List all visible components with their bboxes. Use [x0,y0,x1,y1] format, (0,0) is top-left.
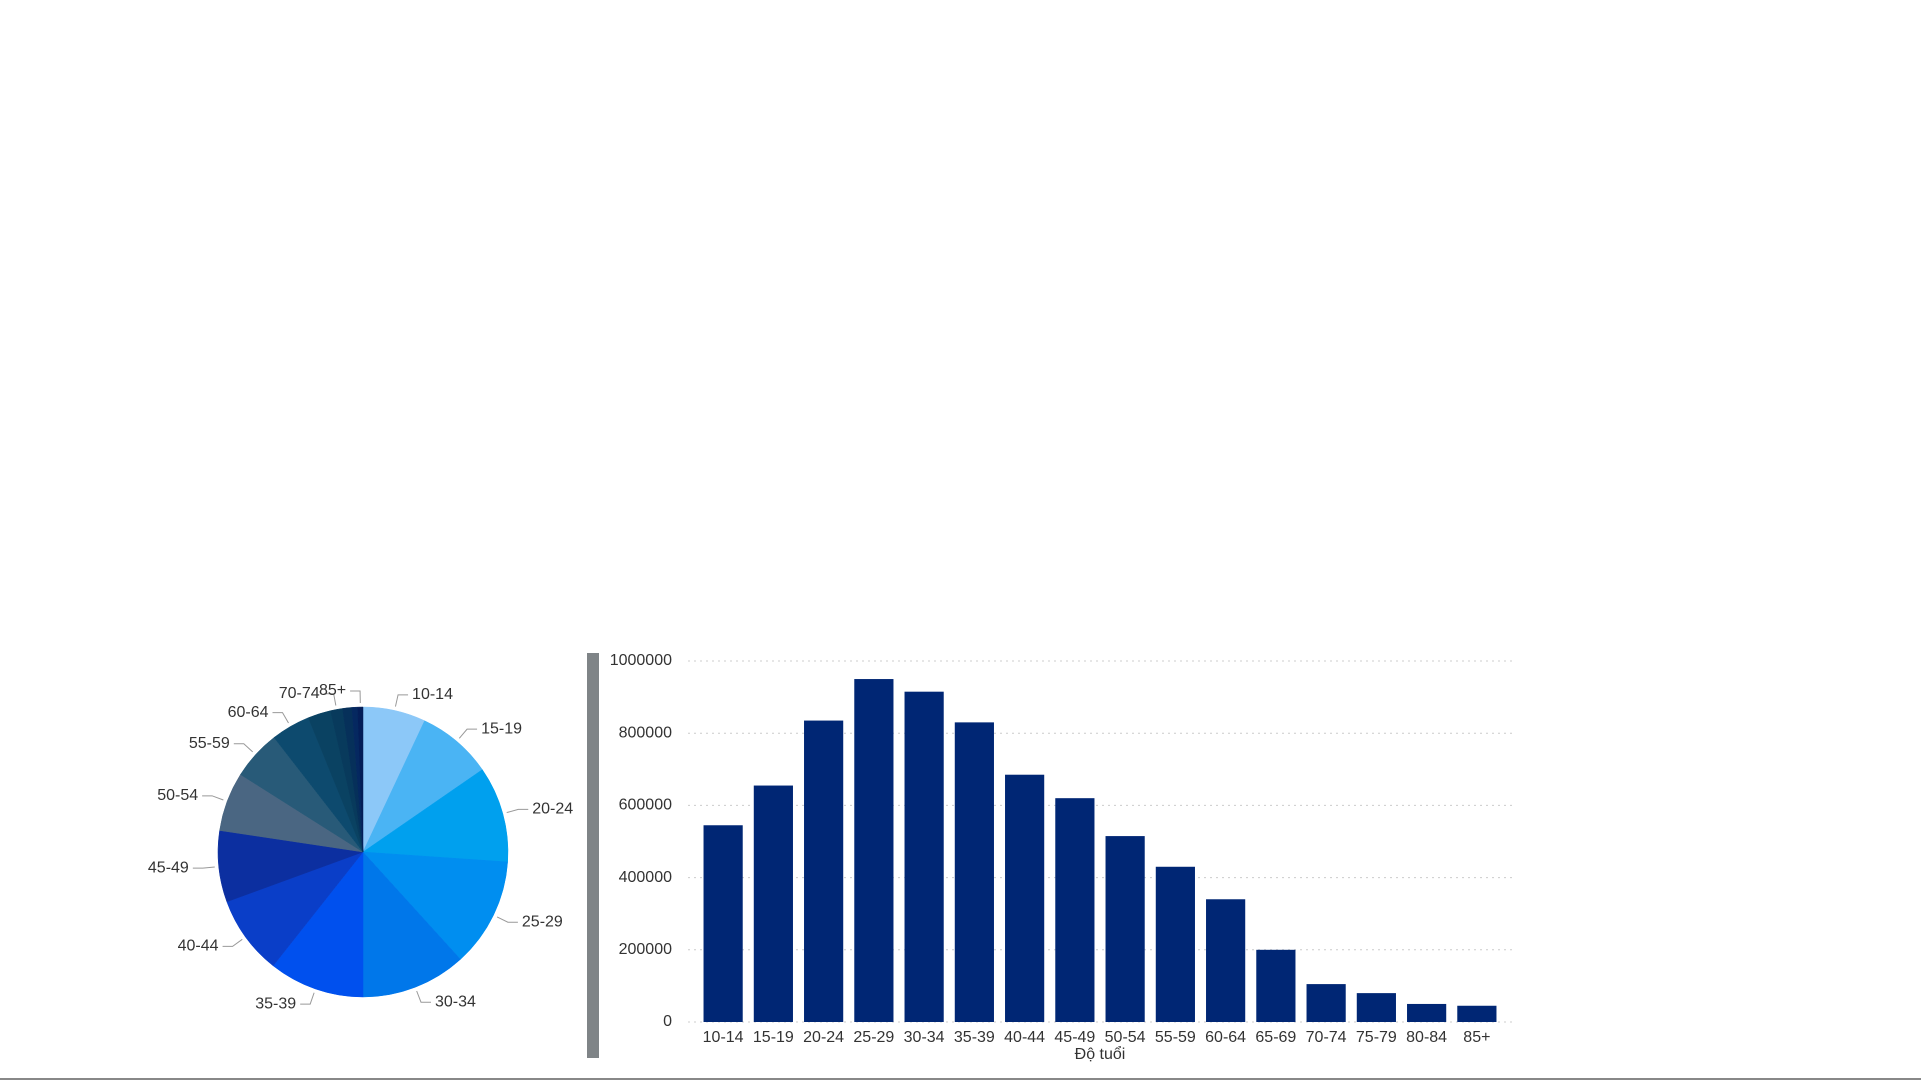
bar [1457,1005,1497,1022]
x-tick-label: 50-54 [1105,1029,1146,1046]
pie-slice [357,706,364,853]
y-tick-label: 800000 [619,724,672,741]
y-tick-label: 200000 [619,941,672,958]
bar [1206,899,1246,1022]
pie-label: 55-59 [189,735,230,752]
pie-label: 85+ [319,682,346,699]
x-tick-label: 25-29 [853,1029,894,1046]
y-tick-label: 600000 [619,797,672,814]
leader-line [272,712,289,724]
leader-line [300,992,315,1005]
bar [854,679,894,1022]
pie-label: 20-24 [532,801,573,818]
leader-line [458,728,478,739]
x-tick-label: 80-84 [1406,1029,1447,1046]
x-tick-label: 75-79 [1356,1029,1397,1046]
x-tick-label: 55-59 [1155,1029,1196,1046]
leader-line [192,866,215,869]
pie-label: 40-44 [178,938,219,955]
bar [804,720,844,1022]
x-tick-label: 35-39 [954,1029,995,1046]
pie-label: 15-19 [481,720,522,737]
leader-line [222,938,243,947]
leader-line [394,694,409,707]
leader-line [416,990,431,1003]
x-tick-label: 60-64 [1205,1029,1246,1046]
y-tick-label: 1000000 [610,652,672,669]
pie-label: 25-29 [522,913,563,930]
pie-slice [362,769,509,863]
y-tick-label: 0 [663,1013,672,1030]
leader-line [506,808,529,814]
x-tick-label: 65-69 [1255,1029,1296,1046]
leader-line [233,743,254,753]
bar [954,722,994,1022]
bar [703,825,743,1022]
x-tick-label: 70-74 [1306,1029,1347,1046]
pie-slice [362,851,508,960]
leader-line [323,693,337,706]
x-tick-label: 40-44 [1004,1029,1045,1046]
leader-line [496,916,518,923]
bar [1155,866,1195,1022]
leader-line [202,795,224,801]
x-tick-label: 45-49 [1054,1029,1095,1046]
pie-slice [362,851,461,998]
x-tick-label: 20-24 [803,1029,844,1046]
pie-label: 35-39 [255,995,296,1012]
bar [904,691,944,1022]
bar [753,785,793,1022]
pie-label: 60-64 [228,704,269,721]
bar [1256,949,1296,1022]
bar [1306,984,1346,1022]
y-tick-label: 400000 [619,869,672,886]
bar [1105,836,1145,1022]
bar [1407,1003,1447,1022]
leader-line [350,690,361,704]
x-tick-label: 85+ [1463,1029,1490,1046]
pie-label: 10-14 [412,686,453,703]
x-axis-label: Độ tuổi [1075,1045,1126,1063]
bar [1356,993,1396,1022]
pie-slice [272,851,364,998]
pie-label: 45-49 [148,859,189,876]
pie-label: 70-74 [279,685,320,702]
pie-label: 50-54 [157,787,198,804]
x-tick-label: 10-14 [703,1029,744,1046]
x-tick-label: 15-19 [753,1029,794,1046]
pie-label: 30-34 [435,993,476,1010]
x-tick-label: 30-34 [904,1029,945,1046]
bar [1005,774,1045,1022]
divider [587,653,599,1058]
bar [1055,798,1095,1022]
